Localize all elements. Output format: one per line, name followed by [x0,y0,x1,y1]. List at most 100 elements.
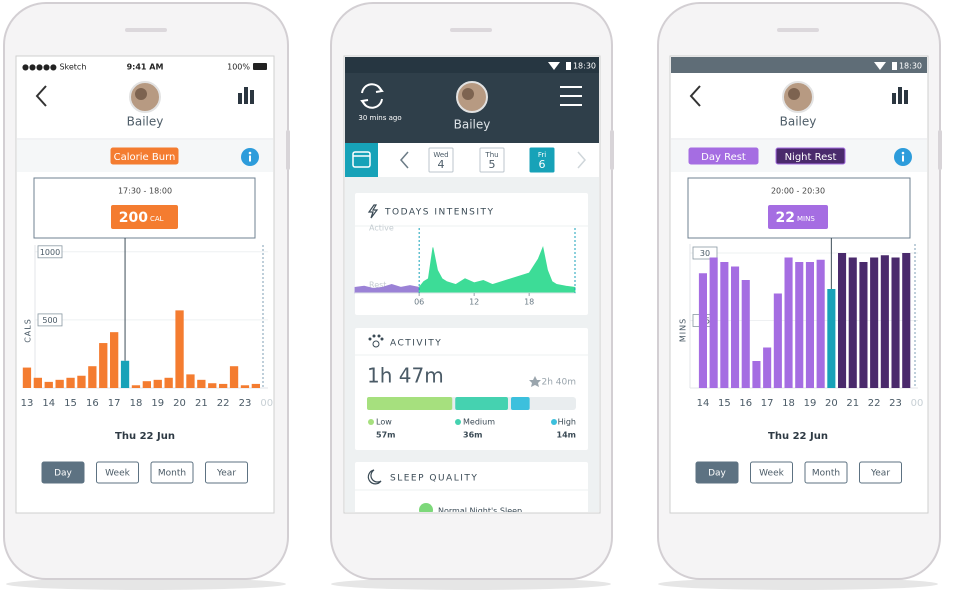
day-button[interactable] [479,147,505,173]
period-button[interactable] [695,461,739,484]
x-tick-label: 00 [911,398,924,409]
sync-arrow [375,85,384,93]
info-button[interactable] [894,148,912,166]
icon-bar [892,93,896,104]
avatar-detail [135,88,147,100]
next-day[interactable] [577,151,586,169]
legend-pill[interactable] [688,147,759,165]
bar [77,375,86,388]
day-button[interactable] [529,147,555,173]
day-button[interactable] [428,147,454,173]
card-title: ACTIVITY [390,339,442,349]
bar [838,253,847,388]
y-tick-label: 500 [42,316,57,325]
x-tick-label: 18 [524,298,534,307]
x-tick-label: 19 [804,398,817,409]
period-label: Week [759,469,784,479]
legend-pill[interactable] [775,147,846,165]
x-tick-label: 14 [42,398,55,409]
day-weekday: Wed [433,151,448,159]
chart-icon[interactable] [892,87,908,104]
paw-icon [368,334,384,348]
x-tick-label: 15 [718,398,731,409]
prev-day[interactable] [400,151,409,169]
date-row [345,143,599,177]
period-button[interactable] [205,461,248,484]
status-bar [345,57,599,73]
legend-label: Low [376,418,392,427]
screen-rest: 18:30 Bailey 20:00 - 20:30 22 MINS Thu 2… [671,57,927,484]
x-tick-label: 15 [64,398,77,409]
clock: 18:30 [899,62,922,71]
bar [99,343,108,388]
bar [120,360,130,388]
calendar-button[interactable] [345,143,378,177]
battery-text: 100% [227,63,250,72]
battery-icon [892,62,897,70]
period-button[interactable] [41,461,85,484]
tooltip-range: 20:00 - 20:30 [771,187,825,196]
y-axis-label: MINS [679,318,688,342]
bar [142,381,151,388]
bar [859,262,868,388]
period-button[interactable] [96,461,139,484]
sleep-card [355,462,588,512]
legend-pill[interactable] [110,147,179,165]
sync-button[interactable] [360,83,384,109]
value-label: 57m [376,431,395,440]
legend-label: Day Rest [701,152,746,163]
period-button[interactable] [150,461,194,484]
bar [741,280,750,388]
legend-dot [455,419,461,425]
bar [773,293,782,388]
icon-bar [244,87,248,104]
info-button[interactable] [241,148,259,166]
bar [131,385,141,388]
shadow [6,578,286,590]
icon-bar [250,90,254,104]
tooltip-value: 22 [776,210,795,226]
activity-card [355,328,588,450]
period-label: Year [870,469,890,479]
icon-bar [238,93,242,104]
bar [229,366,239,388]
speaker [450,28,492,32]
bar [186,374,195,388]
back-button[interactable] [35,85,47,107]
bar [251,383,260,388]
back-button[interactable] [689,85,701,107]
x-tick-label: 13 [21,398,34,409]
y-tick-box [37,245,63,259]
tooltip-value: 200 [119,210,148,226]
value-label: 36m [463,431,482,440]
battery-icon [566,62,571,70]
x-tick-label: 16 [739,398,752,409]
date-label: Thu 22 Jun [115,431,175,442]
paw-pad [372,340,380,348]
x-tick-label: 12 [469,298,479,307]
bar [219,383,228,388]
bolt-icon [367,204,379,219]
x-tick-label: 18 [782,398,795,409]
x-tick-label: 18 [130,398,143,409]
legend-label: Night Rest [785,152,837,163]
period-button[interactable] [804,461,848,484]
bar [870,257,879,388]
bar [44,381,53,388]
bar [698,273,707,388]
period-button[interactable] [859,461,902,484]
bar [763,347,772,388]
chart-icon[interactable] [238,87,254,104]
y-tick-label: Rest [369,281,386,290]
calendar-icon [352,151,371,168]
y-tick-label: 1000 [40,248,60,257]
info-stem [902,155,904,162]
menu-line [560,104,582,106]
period-button[interactable] [750,461,793,484]
day-weekday: Thu [484,151,498,159]
x-tick-label: 14 [697,398,710,409]
clock: 9:41 AM [127,63,164,72]
menu-button[interactable] [560,86,582,106]
screen-dashboard: 18:30 30 mins ago Bailey TODAYS INTENSIT… [345,57,599,512]
sync-arrow [360,99,369,107]
